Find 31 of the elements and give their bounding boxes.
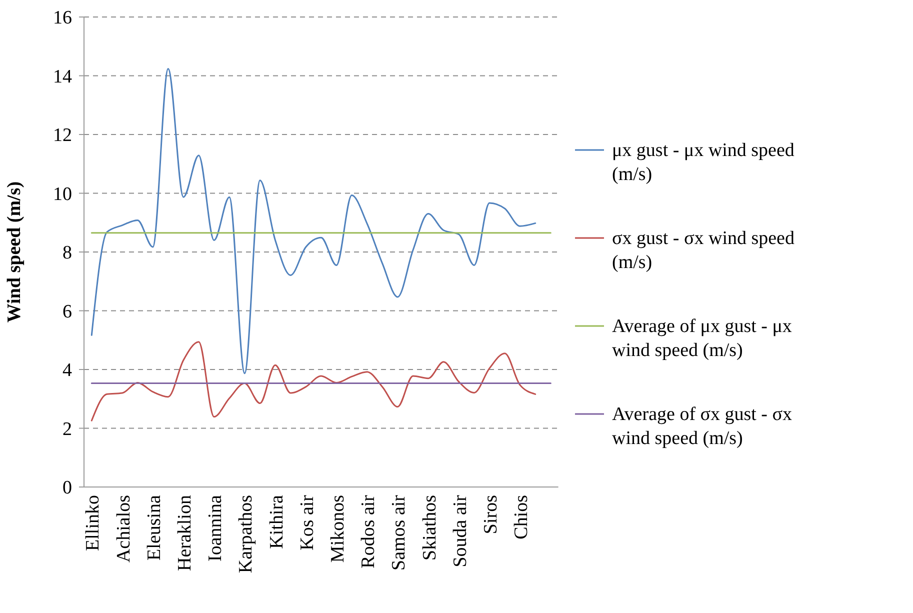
- y-tick-label: 8: [62, 242, 72, 264]
- y-tick-label: 12: [53, 125, 72, 146]
- y-tick-label: 10: [53, 184, 72, 205]
- line-series: [90, 68, 536, 374]
- x-tick-label: Samos air: [388, 494, 410, 570]
- legend-label: Average of σx gust - σx wind speed (m/s): [612, 404, 792, 449]
- x-tick-label: Kithira: [266, 494, 288, 549]
- legend-label: σx gust - σx wind speed (m/s): [612, 228, 795, 273]
- x-tick-label: Ellinko: [82, 495, 104, 551]
- y-tick-label: 14: [53, 66, 72, 88]
- x-tick-label: Eleusina: [144, 494, 165, 560]
- y-tick-label: 16: [53, 8, 72, 29]
- y-axis-title: Wind speed (m/s): [4, 181, 25, 323]
- x-tick-label: Skiathos: [419, 495, 440, 560]
- x-tick-label: Souda air: [450, 494, 471, 568]
- y-tick-label: 2: [62, 418, 72, 440]
- y-tick-label: 0: [62, 478, 72, 499]
- x-tick-label: Siros: [480, 495, 502, 534]
- x-tick-label: Achialos: [113, 495, 134, 563]
- y-tick-label: 4: [62, 360, 72, 382]
- legend-label: Average of μx gust - μx wind speed (m/s): [612, 316, 792, 361]
- x-tick-label: Ioannina: [205, 494, 226, 562]
- x-tick-label: Chios: [511, 495, 532, 540]
- line-series: [90, 341, 536, 422]
- x-tick-label: Heraklion: [174, 494, 196, 571]
- x-tick-label: Rodos air: [358, 494, 380, 568]
- x-tick-label: Mikonos: [327, 495, 348, 563]
- y-tick-label: 6: [62, 301, 72, 322]
- x-tick-label: Karpathos: [236, 495, 257, 574]
- legend-label: μx gust - μx wind speed (m/s): [612, 140, 795, 185]
- x-tick-label: Kos air: [296, 494, 318, 550]
